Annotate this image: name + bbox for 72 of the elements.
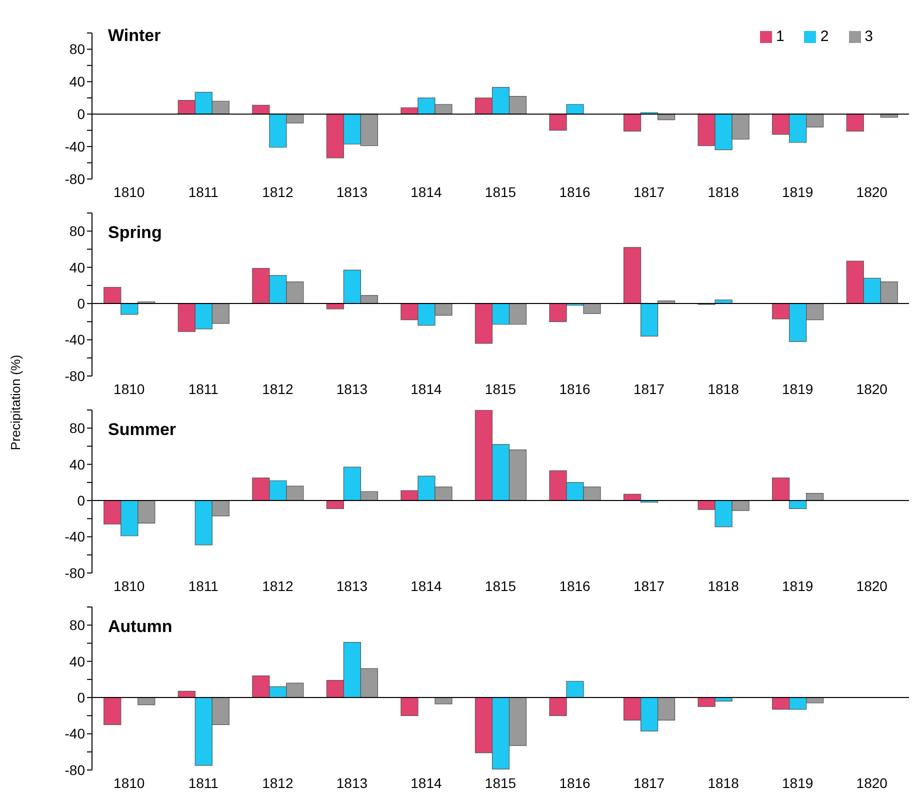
x-tick-label: 1815 — [484, 774, 516, 791]
x-tick-label: 1817 — [633, 380, 665, 397]
x-tick-label: 1815 — [484, 184, 516, 200]
x-tick-label: 1810 — [114, 184, 145, 200]
legend-label: 1 — [776, 28, 784, 45]
y-tick-label: 80 — [69, 41, 86, 58]
x-tick-label: 1819 — [782, 578, 814, 594]
x-tick-label: 1813 — [336, 380, 368, 397]
x-tick-label: 1813 — [336, 578, 368, 594]
x-tick-label: 1814 — [410, 184, 442, 200]
legend-label: 2 — [820, 28, 829, 45]
x-tick-label: 1816 — [559, 184, 591, 200]
x-tick-label: 1820 — [856, 184, 888, 200]
x-tick-label: 1810 — [114, 774, 145, 791]
x-tick-label: 1813 — [336, 774, 368, 791]
y-tick-label: -80 — [64, 170, 86, 187]
x-tick-label: 1814 — [410, 380, 442, 397]
legend-label: 3 — [864, 28, 873, 45]
x-tick-label: 1814 — [410, 578, 442, 594]
x-tick-label: 1816 — [559, 380, 591, 397]
y-tick-label: -40 — [64, 528, 86, 545]
x-tick-label: 1818 — [708, 184, 740, 200]
x-tick-label: 1813 — [336, 184, 368, 200]
x-tick-label: 1811 — [188, 184, 219, 200]
y-axis-title: Precipitation (%) — [8, 354, 24, 450]
y-tick-label: 80 — [69, 223, 86, 240]
x-tick-label: 1812 — [262, 774, 294, 791]
y-tick-label: 0 — [77, 492, 86, 509]
x-tick-label: 1816 — [559, 774, 591, 791]
x-tick-label: 1811 — [188, 380, 219, 397]
x-tick-label: 1818 — [708, 774, 740, 791]
x-tick-label: 1819 — [782, 380, 814, 397]
x-tick-label: 1815 — [484, 578, 516, 594]
y-tick-label: 0 — [77, 296, 86, 312]
y-tick-label: -40 — [64, 726, 86, 742]
x-tick-label: 1817 — [633, 578, 665, 594]
chart-title: Winter — [108, 26, 161, 46]
y-tick-label: -80 — [64, 762, 86, 778]
x-tick-label: 1820 — [856, 774, 888, 791]
x-tick-label: 1815 — [484, 380, 516, 397]
y-tick-label: -80 — [64, 564, 86, 581]
x-tick-label: 1816 — [559, 578, 591, 594]
x-tick-label: 1812 — [262, 184, 294, 200]
y-tick-label: 0 — [77, 106, 86, 122]
x-tick-label: 1810 — [114, 578, 145, 594]
text: Summer — [108, 420, 176, 440]
y-tick-label: -40 — [64, 138, 86, 155]
y-tick-label: 0 — [77, 690, 86, 706]
x-tick-label: 1811 — [188, 774, 219, 791]
y-tick-label: 40 — [69, 456, 86, 472]
y-tick-label: 40 — [69, 259, 86, 276]
x-tick-label: 1817 — [633, 774, 665, 791]
x-tick-label: 1818 — [708, 578, 740, 594]
x-tick-label: 1810 — [114, 380, 145, 397]
x-tick-label: 1820 — [856, 380, 888, 397]
y-tick-label: -40 — [64, 332, 86, 348]
x-tick-label: 1814 — [410, 774, 442, 791]
x-tick-label: 1820 — [856, 578, 888, 594]
text: Autumn — [108, 617, 172, 637]
text: Spring — [108, 223, 162, 243]
y-tick-label: 40 — [69, 74, 86, 90]
x-tick-label: 1819 — [782, 184, 814, 200]
y-tick-label: -80 — [64, 368, 86, 384]
y-tick-label: 80 — [69, 420, 86, 436]
y-tick-label: 40 — [69, 653, 86, 670]
x-tick-label: 1817 — [633, 184, 665, 200]
x-tick-label: 1812 — [262, 380, 294, 397]
x-tick-label: 1812 — [262, 578, 294, 594]
x-tick-label: 1818 — [708, 380, 740, 397]
x-tick-label: 1819 — [782, 774, 814, 791]
y-tick-label: 80 — [69, 617, 86, 634]
x-tick-label: 1811 — [188, 578, 219, 594]
